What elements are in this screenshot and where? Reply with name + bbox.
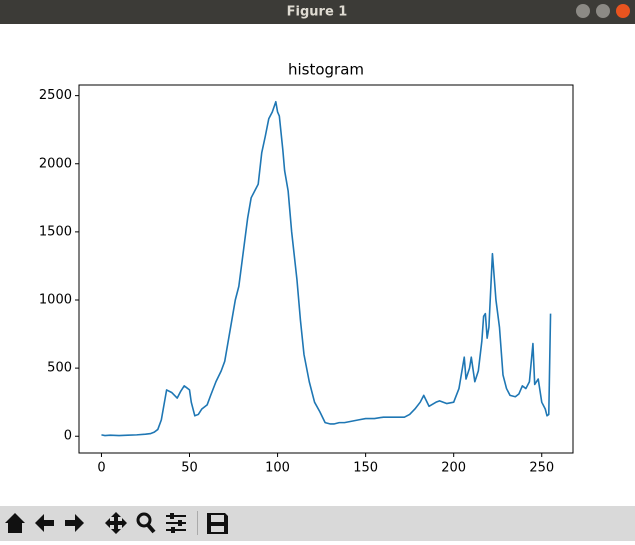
axes-frame xyxy=(78,84,574,454)
configure-button[interactable] xyxy=(166,513,186,533)
x-tick-label: 250 xyxy=(529,461,554,476)
y-tick-label: 1500 xyxy=(39,224,72,239)
x-tick-label: 100 xyxy=(265,461,290,476)
separator xyxy=(197,511,198,535)
data-line xyxy=(101,100,552,437)
minimize-button[interactable] xyxy=(576,4,590,18)
home-button[interactable] xyxy=(5,513,25,533)
zoom-button[interactable] xyxy=(136,512,152,528)
forward-button[interactable] xyxy=(65,514,84,532)
window-title: Figure 1 xyxy=(287,5,348,20)
chart-title: histogram xyxy=(288,61,364,79)
pan-button[interactable] xyxy=(105,512,127,534)
save-button[interactable] xyxy=(207,513,228,534)
toolbar xyxy=(0,506,635,541)
zoom-handle xyxy=(146,523,156,534)
y-tick-label: 500 xyxy=(47,361,72,376)
title-bar xyxy=(0,0,635,24)
y-tick-label: 2000 xyxy=(39,156,72,171)
toolbar-icons xyxy=(5,511,228,535)
y-tick-label: 0 xyxy=(64,429,72,444)
maximize-button[interactable] xyxy=(596,4,610,18)
x-tick-label: 50 xyxy=(181,461,198,476)
close-button[interactable] xyxy=(616,4,630,18)
back-button[interactable] xyxy=(35,514,54,532)
x-tick-label: 150 xyxy=(353,461,378,476)
y-tick-label: 1000 xyxy=(39,292,72,307)
y-tick-label: 2500 xyxy=(39,88,72,103)
x-tick-label: 200 xyxy=(441,461,466,476)
x-tick-label: 0 xyxy=(97,461,105,476)
